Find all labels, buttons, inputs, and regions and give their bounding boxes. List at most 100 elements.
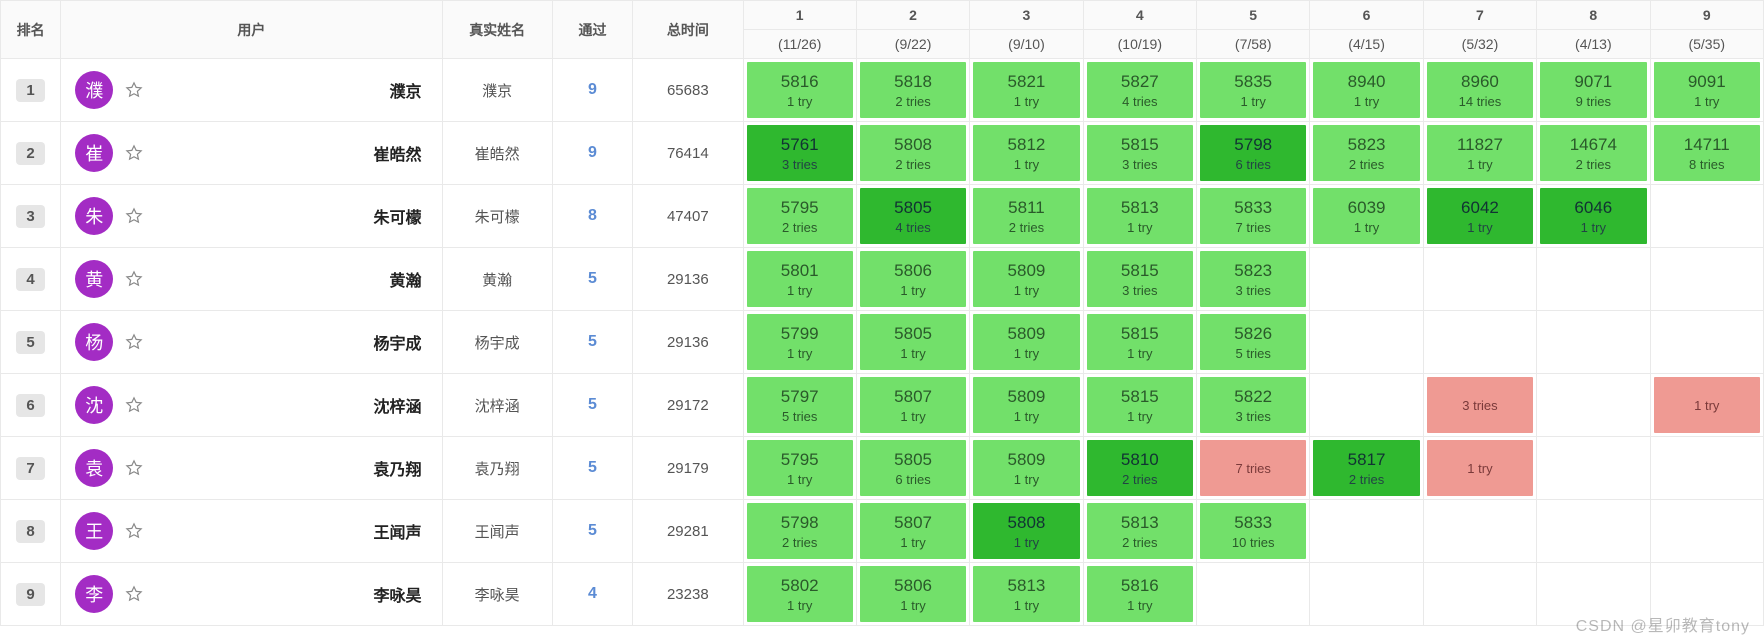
avatar[interactable]: 王	[75, 512, 113, 550]
star-icon[interactable]	[125, 333, 143, 351]
result-cell[interactable]: 57613 tries	[747, 125, 853, 181]
star-icon[interactable]	[125, 522, 143, 540]
table-row[interactable]: 5杨杨宇成杨宇成52913657991 try58051 try58091 tr…	[1, 311, 1764, 374]
col-rank[interactable]: 排名	[1, 1, 61, 59]
table-row[interactable]: 7袁袁乃翔袁乃翔52917957951 try58056 tries58091 …	[1, 437, 1764, 500]
result-cell[interactable]: 58131 try	[973, 566, 1079, 622]
col-prob-6[interactable]: 6	[1310, 1, 1423, 30]
col-prob-1[interactable]: 1	[743, 1, 856, 30]
result-cell[interactable]: 1 try	[1654, 377, 1760, 433]
table-row[interactable]: 6沈沈梓涵沈梓涵52917257975 tries58071 try58091 …	[1, 374, 1764, 437]
user-name[interactable]: 朱可檬	[155, 204, 427, 228]
result-cell[interactable]: 58161 try	[747, 62, 853, 118]
result-cell[interactable]: 58102 tries	[1087, 440, 1193, 496]
col-prob-3[interactable]: 3	[970, 1, 1083, 30]
user-name[interactable]: 濮京	[155, 78, 427, 102]
result-cell[interactable]: 58071 try	[860, 503, 966, 559]
result-cell[interactable]: 58232 tries	[1313, 125, 1419, 181]
col-user[interactable]: 用户	[61, 1, 442, 59]
avatar[interactable]: 濮	[75, 71, 113, 109]
star-icon[interactable]	[125, 81, 143, 99]
result-cell[interactable]: 58153 tries	[1087, 251, 1193, 307]
avatar[interactable]: 杨	[75, 323, 113, 361]
table-row[interactable]: 8王王闻声王闻声52928157982 tries58071 try58081 …	[1, 500, 1764, 563]
result-cell[interactable]: 57982 tries	[747, 503, 853, 559]
col-prob-7[interactable]: 7	[1423, 1, 1536, 30]
user-name[interactable]: 袁乃翔	[155, 456, 427, 480]
star-icon[interactable]	[125, 459, 143, 477]
result-cell[interactable]: 58081 try	[973, 503, 1079, 559]
result-cell[interactable]: 147118 tries	[1654, 125, 1760, 181]
result-cell[interactable]: 58061 try	[860, 251, 966, 307]
result-cell[interactable]: 58351 try	[1200, 62, 1306, 118]
result-cell[interactable]: 58337 tries	[1200, 188, 1306, 244]
table-row[interactable]: 2崔崔皓然崔皓然97641457613 tries58082 tries5812…	[1, 122, 1764, 185]
result-cell[interactable]: 58151 try	[1087, 314, 1193, 370]
result-cell[interactable]: 58051 try	[860, 314, 966, 370]
result-cell[interactable]: 89401 try	[1313, 62, 1419, 118]
result-cell[interactable]: 90719 tries	[1540, 62, 1646, 118]
result-cell[interactable]: 58011 try	[747, 251, 853, 307]
result-cell[interactable]: 58153 tries	[1087, 125, 1193, 181]
star-icon[interactable]	[125, 144, 143, 162]
user-name[interactable]: 杨宇成	[155, 330, 427, 354]
result-cell[interactable]: 58274 tries	[1087, 62, 1193, 118]
col-pass[interactable]: 通过	[552, 1, 632, 59]
result-cell[interactable]: 58151 try	[1087, 377, 1193, 433]
result-cell[interactable]: 58021 try	[747, 566, 853, 622]
result-cell[interactable]: 58233 tries	[1200, 251, 1306, 307]
star-icon[interactable]	[125, 585, 143, 603]
avatar[interactable]: 袁	[75, 449, 113, 487]
result-cell[interactable]: 58082 tries	[860, 125, 966, 181]
result-cell[interactable]: 58132 tries	[1087, 503, 1193, 559]
user-name[interactable]: 李咏昊	[155, 582, 427, 606]
table-row[interactable]: 9李李咏昊李咏昊42323858021 try58061 try58131 tr…	[1, 563, 1764, 626]
result-cell[interactable]: 58161 try	[1087, 566, 1193, 622]
avatar[interactable]: 崔	[75, 134, 113, 172]
result-cell[interactable]: 146742 tries	[1540, 125, 1646, 181]
avatar[interactable]: 沈	[75, 386, 113, 424]
table-row[interactable]: 1濮濮京濮京96568358161 try58182 tries58211 tr…	[1, 59, 1764, 122]
result-cell[interactable]: 57952 tries	[747, 188, 853, 244]
table-row[interactable]: 4黄黄瀚黄瀚52913658011 try58061 try58091 try5…	[1, 248, 1764, 311]
avatar[interactable]: 李	[75, 575, 113, 613]
star-icon[interactable]	[125, 207, 143, 225]
result-cell[interactable]: 58265 tries	[1200, 314, 1306, 370]
result-cell[interactable]: 58061 try	[860, 566, 966, 622]
result-cell[interactable]: 58091 try	[973, 377, 1079, 433]
result-cell[interactable]: 583310 tries	[1200, 503, 1306, 559]
col-time[interactable]: 总时间	[633, 1, 743, 59]
result-cell[interactable]: 57951 try	[747, 440, 853, 496]
result-cell[interactable]: 58121 try	[973, 125, 1079, 181]
result-cell[interactable]: 58091 try	[973, 314, 1079, 370]
result-cell[interactable]: 57991 try	[747, 314, 853, 370]
result-cell[interactable]: 58112 tries	[973, 188, 1079, 244]
col-prob-4[interactable]: 4	[1083, 1, 1196, 30]
col-prob-9[interactable]: 9	[1650, 1, 1763, 30]
result-cell[interactable]: 58182 tries	[860, 62, 966, 118]
result-cell[interactable]: 58071 try	[860, 377, 966, 433]
result-cell[interactable]: 58172 tries	[1313, 440, 1419, 496]
result-cell[interactable]: 3 tries	[1427, 377, 1533, 433]
col-prob-2[interactable]: 2	[856, 1, 969, 30]
col-prob-5[interactable]: 5	[1197, 1, 1310, 30]
result-cell[interactable]: 57986 tries	[1200, 125, 1306, 181]
user-name[interactable]: 崔皓然	[155, 141, 427, 165]
result-cell[interactable]: 58131 try	[1087, 188, 1193, 244]
result-cell[interactable]: 896014 tries	[1427, 62, 1533, 118]
star-icon[interactable]	[125, 396, 143, 414]
result-cell[interactable]: 60391 try	[1313, 188, 1419, 244]
result-cell[interactable]: 58211 try	[973, 62, 1079, 118]
user-name[interactable]: 黄瀚	[155, 267, 427, 291]
col-prob-8[interactable]: 8	[1537, 1, 1650, 30]
result-cell[interactable]: 7 tries	[1200, 440, 1306, 496]
result-cell[interactable]: 58091 try	[973, 440, 1079, 496]
result-cell[interactable]: 58056 tries	[860, 440, 966, 496]
table-row[interactable]: 3朱朱可檬朱可檬84740757952 tries58054 tries5811…	[1, 185, 1764, 248]
avatar[interactable]: 朱	[75, 197, 113, 235]
result-cell[interactable]: 60421 try	[1427, 188, 1533, 244]
result-cell[interactable]: 90911 try	[1654, 62, 1760, 118]
result-cell[interactable]: 58223 tries	[1200, 377, 1306, 433]
result-cell[interactable]: 60461 try	[1540, 188, 1646, 244]
result-cell[interactable]: 1 try	[1427, 440, 1533, 496]
